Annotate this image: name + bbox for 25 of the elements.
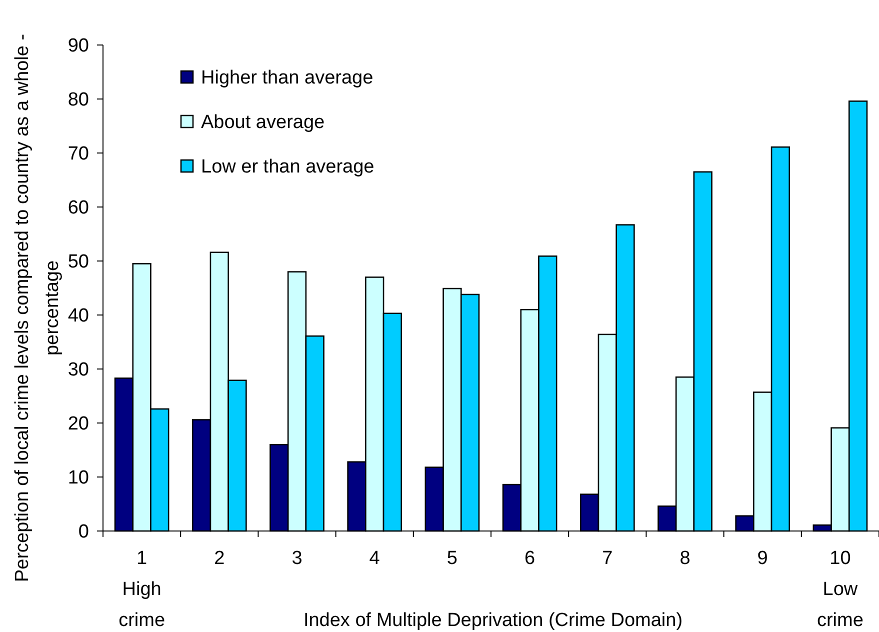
- y-tick-label: 30: [68, 360, 89, 381]
- x-tick-label: 2: [214, 548, 225, 569]
- y-axis-title: Perception of local crime levels compared to country as a whole - percentage: [12, 34, 63, 582]
- x-tick-label: 7: [602, 548, 613, 569]
- x-tick-label: 3: [292, 548, 302, 569]
- y-tick-label: 80: [68, 90, 89, 111]
- y-tick-label: 70: [68, 144, 89, 165]
- y-tick-label: 40: [68, 306, 89, 327]
- legend-label: Low er than average: [201, 156, 374, 178]
- legend-label: Higher than average: [201, 68, 374, 89]
- x-tick-label: 4: [369, 548, 380, 569]
- y-tick-label: 90: [68, 36, 89, 57]
- x-axis-title: Index of Multiple Deprivation (Crime Domain): [303, 610, 683, 631]
- x-tick-label: 1 High crime: [118, 548, 166, 631]
- y-tick-label: 0: [78, 522, 89, 543]
- y-tick-label: 50: [68, 252, 89, 273]
- x-tick-label: 10 Low crime: [816, 548, 864, 631]
- y-tick-label: 20: [68, 414, 89, 435]
- x-tick-label: 8: [680, 548, 690, 569]
- legend-label: About average: [201, 112, 325, 134]
- x-tick-label: 9: [757, 548, 768, 569]
- y-tick-label: 10: [68, 468, 89, 489]
- x-tick-label: 5: [446, 548, 458, 569]
- y-tick-label: 60: [68, 198, 89, 219]
- x-tick-label: 6: [524, 548, 536, 569]
